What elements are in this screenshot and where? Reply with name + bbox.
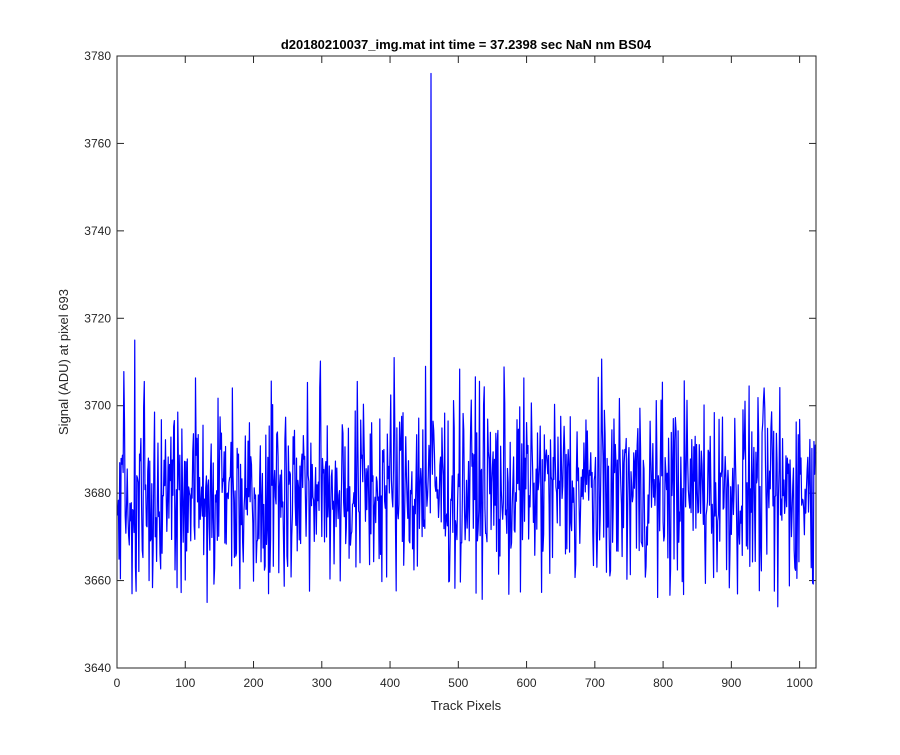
- y-tick-label: 3780: [84, 49, 111, 63]
- x-tick-label: 1000: [786, 676, 813, 690]
- x-tick-label: 400: [380, 676, 400, 690]
- series-line: [117, 72, 817, 608]
- y-axis-ticks: 3640 3660 3680 3700 3720 3740 3760 3780: [84, 49, 816, 675]
- x-tick-label: 200: [244, 676, 264, 690]
- y-tick-label: 3720: [84, 311, 111, 325]
- chart-title: d20180210037_img.mat int time = 37.2398 …: [281, 37, 652, 52]
- plot-frame: [116, 55, 817, 669]
- y-tick-label: 3740: [84, 224, 111, 238]
- y-tick-label: 3700: [84, 399, 111, 413]
- x-axis-label: Track Pixels: [431, 698, 502, 713]
- x-tick-label: 600: [517, 676, 537, 690]
- series-layer: [117, 72, 817, 608]
- plot-background: [117, 56, 816, 668]
- x-tick-label: 100: [175, 676, 195, 690]
- y-tick-label: 3640: [84, 661, 111, 675]
- x-tick-label: 0: [114, 676, 121, 690]
- y-tick-label: 3660: [84, 574, 111, 588]
- y-tick-label: 3680: [84, 486, 111, 500]
- y-axis-label: Signal (ADU) at pixel 693: [56, 289, 71, 435]
- x-tick-label: 300: [312, 676, 332, 690]
- x-tick-label: 500: [448, 676, 468, 690]
- x-axis-ticks: 0 100 200 300 400 500 600 700 800 900 1000: [114, 56, 813, 690]
- x-tick-label: 700: [585, 676, 605, 690]
- x-tick-label: 900: [721, 676, 741, 690]
- x-tick-label: 800: [653, 676, 673, 690]
- y-tick-label: 3760: [84, 136, 111, 150]
